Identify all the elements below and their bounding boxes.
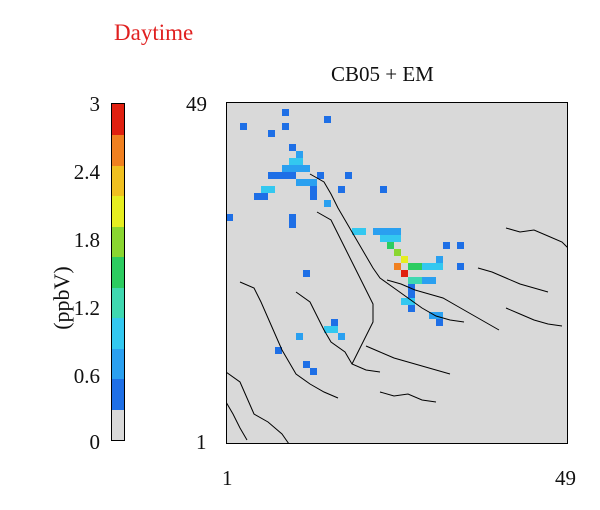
y-tick-top: 49 (186, 92, 207, 116)
colorbar-band (112, 256, 124, 288)
colorbar-band (112, 226, 124, 258)
y-tick-bottom: 1 (196, 430, 207, 454)
map-frame (226, 102, 568, 444)
colorbar-band (112, 195, 124, 227)
map-title: CB05 + EM (331, 62, 434, 86)
map-background (226, 102, 568, 444)
colorbar-tick: 3 (89, 92, 101, 116)
colorbar-band (112, 134, 124, 166)
concentration-map (226, 102, 568, 444)
colorbar (111, 103, 125, 441)
concentration-cells (226, 109, 464, 375)
colorbar-band (112, 409, 124, 441)
coastlines (226, 173, 568, 444)
colorbar-band (112, 104, 124, 136)
colorbar-tick: 0 (89, 430, 101, 454)
colorbar-tick: 1.8 (73, 228, 100, 252)
x-tick-left: 1 (222, 466, 233, 490)
colorbar-band (112, 378, 124, 410)
colorbar-band (112, 165, 124, 197)
colorbar-tick: 2.4 (73, 160, 100, 184)
colorbar-band (112, 348, 124, 380)
x-tick-right: 49 (555, 466, 576, 490)
colorbar-tick: 1.2 (73, 296, 100, 320)
daytime-label: Daytime (114, 20, 194, 45)
colorbar-band (112, 317, 124, 349)
colorbar-band (112, 287, 124, 319)
colorbar-tick: 0.6 (73, 364, 100, 388)
